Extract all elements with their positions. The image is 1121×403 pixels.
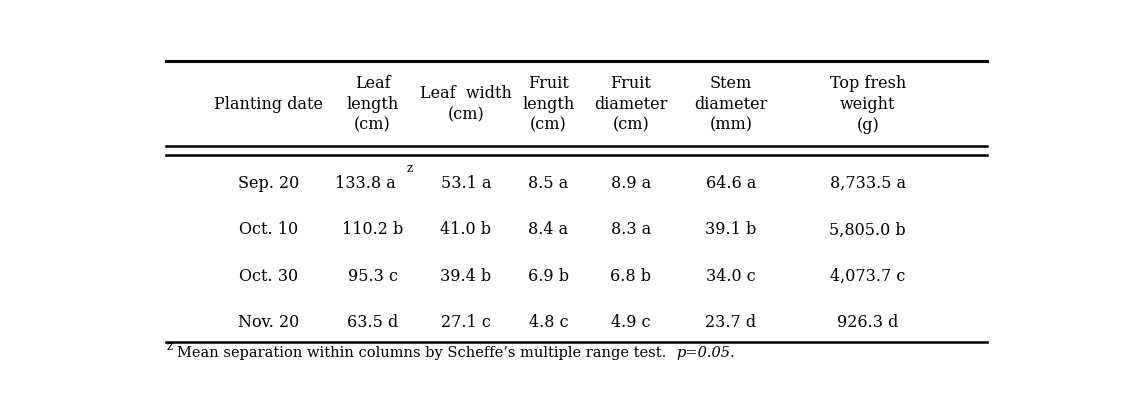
Text: 4.8 c: 4.8 c [529,314,568,332]
Text: Mean separation within columns by Scheffe’s multiple range test.: Mean separation within columns by Scheff… [177,346,676,360]
Text: 64.6 a: 64.6 a [706,175,756,192]
Text: Planting date: Planting date [214,96,323,113]
Text: Leaf
length
(cm): Leaf length (cm) [346,75,399,134]
Text: 41.0 b: 41.0 b [441,221,491,239]
Text: 34.0 c: 34.0 c [706,268,756,285]
Text: 39.4 b: 39.4 b [441,268,491,285]
Text: 8,733.5 a: 8,733.5 a [830,175,906,192]
Text: Fruit
diameter
(cm): Fruit diameter (cm) [594,75,668,134]
Text: 4,073.7 c: 4,073.7 c [830,268,906,285]
Text: 27.1 c: 27.1 c [441,314,491,332]
Text: 63.5 d: 63.5 d [346,314,398,332]
Text: p=0.05.: p=0.05. [676,346,734,360]
Text: z: z [407,162,413,175]
Text: 8.3 a: 8.3 a [611,221,651,239]
Text: Oct. 10: Oct. 10 [239,221,298,239]
Text: Top fresh
weight
(g): Top fresh weight (g) [830,75,906,134]
Text: Mean separation within columns by Scheffe’s multiple range test.: Mean separation within columns by Scheff… [177,346,676,360]
Text: z: z [166,340,173,353]
Text: 53.1 a: 53.1 a [441,175,491,192]
Text: 110.2 b: 110.2 b [342,221,404,239]
Text: 6.9 b: 6.9 b [528,268,569,285]
Text: Sep. 20: Sep. 20 [238,175,299,192]
Text: 926.3 d: 926.3 d [837,314,898,332]
Text: 23.7 d: 23.7 d [705,314,757,332]
Text: 133.8 a: 133.8 a [335,175,396,192]
Text: 8.9 a: 8.9 a [611,175,651,192]
Text: Oct. 30: Oct. 30 [239,268,298,285]
Text: Stem
diameter
(mm): Stem diameter (mm) [694,75,768,134]
Text: Nov. 20: Nov. 20 [238,314,299,332]
Text: Leaf  width
(cm): Leaf width (cm) [420,85,512,123]
Text: 95.3 c: 95.3 c [348,268,398,285]
Text: 8.4 a: 8.4 a [528,221,568,239]
Text: 39.1 b: 39.1 b [705,221,757,239]
Text: 4.9 c: 4.9 c [611,314,651,332]
Text: Fruit
length
(cm): Fruit length (cm) [522,75,575,134]
Text: 6.8 b: 6.8 b [611,268,651,285]
Text: 5,805.0 b: 5,805.0 b [830,221,906,239]
Text: 8.5 a: 8.5 a [528,175,568,192]
